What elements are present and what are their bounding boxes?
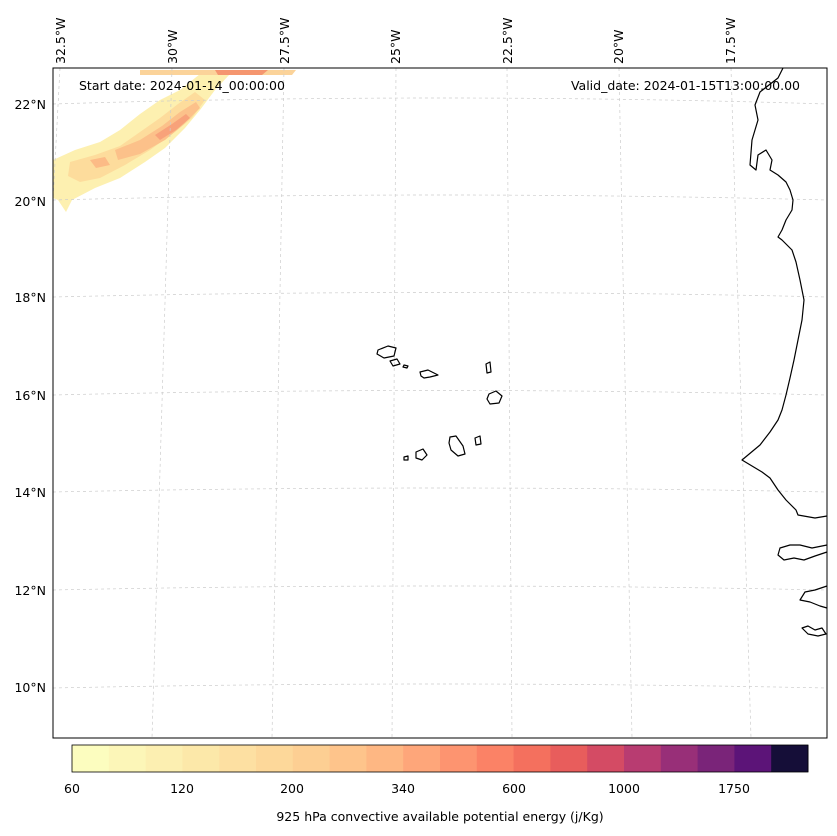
lon-gridline-30W	[151, 68, 173, 738]
colorbar-cell	[440, 745, 478, 772]
coastlines	[376, 67, 828, 637]
colorbar-cell	[145, 745, 183, 772]
colorbar-cell	[476, 745, 515, 772]
cape-verde-santa-luzia	[402, 364, 409, 369]
cape-strip-top-core	[215, 70, 268, 75]
cape-verde-santiago	[448, 435, 466, 457]
cape-verde-santo-antao	[376, 345, 397, 359]
cape-verde-sao-vicente	[389, 358, 401, 367]
lat-label: 14°N	[14, 485, 46, 500]
lon-label: 22.5°W	[500, 18, 515, 64]
colorbar-cell	[108, 745, 147, 772]
lon-label: 20°W	[611, 29, 626, 64]
lat-label: 22°N	[14, 97, 46, 112]
lon-label: 25°W	[388, 29, 403, 64]
lon-gridline-25W	[391, 68, 397, 738]
colorbar-cells	[72, 745, 809, 772]
lat-gridline-10N	[53, 683, 827, 689]
colorbar-border	[71, 744, 809, 773]
colorbar-tick-label: 1000	[608, 781, 640, 796]
colorbar-cell	[771, 745, 809, 772]
cape-field	[53, 70, 296, 212]
lat-gridline-18N	[53, 292, 827, 298]
lat-label: 20°N	[14, 194, 46, 209]
cape-region-outer	[53, 70, 296, 212]
lon-label: 27.5°W	[277, 18, 292, 64]
latitude-labels: 22°N 20°N 18°N 16°N 14°N 12°N 10°N	[14, 97, 46, 695]
lat-gridline-20N	[53, 194, 827, 201]
gridlines	[53, 68, 827, 738]
lon-gridline-32-5W	[53, 68, 61, 201]
colorbar-cell	[734, 745, 772, 772]
colorbar-cell	[403, 745, 441, 772]
lon-gridline-22-5W	[506, 68, 513, 738]
lon-label: 30°W	[165, 29, 180, 64]
lon-label: 32.5°W	[53, 18, 68, 64]
africa-coastline	[741, 67, 828, 519]
lat-gridline-22N	[53, 97, 827, 105]
colorbar-cell	[219, 745, 257, 772]
lon-gridline-17-5W	[730, 68, 752, 738]
colorbar-tick-label: 340	[391, 781, 415, 796]
senegal-gambia-coast	[777, 544, 828, 561]
colorbar-cell	[366, 745, 404, 772]
colorbar-tick-label: 200	[280, 781, 304, 796]
map-border	[52, 67, 828, 739]
start-date-label: Start date: 2024-01-14_00:00:00	[79, 78, 285, 93]
cape-verde-maio	[474, 435, 482, 446]
colorbar-cell	[624, 745, 662, 772]
colorbar-cell	[292, 745, 331, 772]
lon-gridline-27-5W	[271, 68, 285, 738]
colorbar-title: 925 hPa convective available potential e…	[276, 809, 603, 824]
cape-region-core	[115, 102, 200, 160]
map-panel	[52, 67, 828, 739]
lat-label: 18°N	[14, 290, 46, 305]
colorbar-cell	[587, 745, 625, 772]
bijagos-coast	[801, 625, 827, 637]
valid-date-label: Valid_date: 2024-01-15T13:00:00.00	[571, 78, 800, 93]
cape-verde-fogo	[415, 448, 428, 461]
colorbar-tick-label: 60	[64, 781, 80, 796]
colorbar-cell	[72, 745, 110, 772]
guinea-bissau-coast	[799, 585, 828, 609]
colorbar-cell	[256, 745, 294, 772]
lat-label: 10°N	[14, 680, 46, 695]
cape-verde-sal	[485, 361, 492, 374]
colorbar-cell	[182, 745, 220, 772]
cape-verde-sao-nicolau	[419, 369, 439, 379]
lon-label: 17.5°W	[723, 18, 738, 64]
colorbar-cell	[329, 745, 367, 772]
lat-gridline-16N	[53, 390, 827, 396]
lat-label: 12°N	[14, 583, 46, 598]
colorbar-cell	[550, 745, 588, 772]
colorbar-cell	[513, 745, 551, 772]
colorbar-cell	[660, 745, 699, 772]
cape-verde-boa-vista	[486, 390, 503, 405]
lat-gridline-12N	[53, 585, 827, 591]
cape-region-peak-2	[90, 157, 110, 168]
colorbar-ticks: 60 120 200 340 600 1000 1750	[64, 781, 750, 796]
cape-region-peak-1	[155, 114, 190, 140]
colorbar-tick-label: 600	[502, 781, 526, 796]
colorbar-tick-label: 1750	[718, 781, 750, 796]
colorbar-cell	[697, 745, 735, 772]
colorbar-tick-label: 120	[170, 781, 194, 796]
longitude-labels: 32.5°W 30°W 27.5°W 25°W 22.5°W 20°W 17.5…	[53, 18, 738, 64]
lon-gridline-20W	[618, 68, 633, 738]
lat-label: 16°N	[14, 388, 46, 403]
cape-verde-brava	[403, 455, 409, 461]
map-background	[53, 68, 827, 738]
lat-gridline-14N	[53, 487, 827, 493]
colorbar: 60 120 200 340 600 1000 1750 925 hPa con…	[64, 744, 809, 824]
